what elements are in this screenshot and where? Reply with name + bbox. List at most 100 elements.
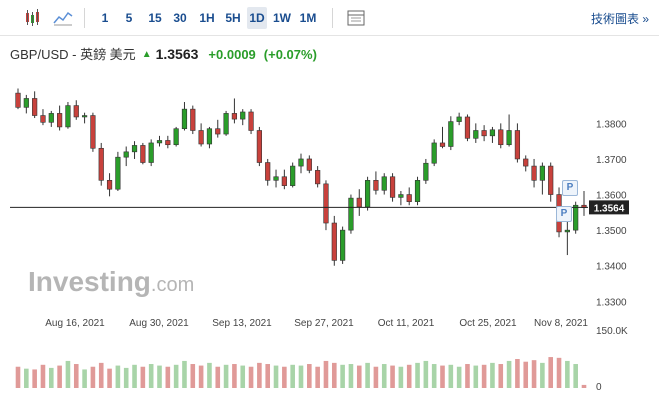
volume-bar xyxy=(556,357,562,388)
volume-bar xyxy=(148,364,154,388)
timeframe-1[interactable]: 1 xyxy=(101,11,109,25)
x-tick-label: Sep 27, 2021 xyxy=(294,318,354,329)
volume-bar xyxy=(98,362,104,388)
candle-body xyxy=(231,113,238,120)
candle-body xyxy=(298,158,304,167)
volume-bar xyxy=(32,369,37,388)
candle-body xyxy=(148,142,154,163)
timeframe-1w[interactable]: 1W xyxy=(273,11,291,25)
volume-bar xyxy=(48,367,54,388)
timeframe-30[interactable]: 30 xyxy=(173,11,187,25)
volume-bar xyxy=(107,368,112,388)
timeframe-1h[interactable]: 1H xyxy=(199,11,215,25)
volume-bar xyxy=(490,362,495,388)
candle-body xyxy=(439,142,446,147)
x-tick-label: Sep 13, 2021 xyxy=(212,318,272,329)
volume-bar xyxy=(506,360,512,388)
candle-body xyxy=(514,130,521,160)
candle-body xyxy=(323,183,329,224)
volume-bar xyxy=(123,367,129,388)
volume-bar xyxy=(581,384,587,388)
volume-bar xyxy=(448,364,454,388)
candle-body xyxy=(156,140,163,144)
candle-body xyxy=(398,194,404,198)
volume-bar xyxy=(257,362,262,388)
price-chart[interactable]: 1.3800 1.3700 1.3600 1.3500 1.3400 1.3300 Aug … xyxy=(0,70,659,408)
candle-body xyxy=(315,170,321,185)
volume-bar xyxy=(331,362,337,388)
candle-body xyxy=(106,180,113,190)
volume-bar xyxy=(215,366,221,388)
candle-body xyxy=(348,197,354,231)
volume-bar xyxy=(73,364,79,388)
volume-bar xyxy=(548,357,554,388)
y-tick-label: 1.3700 xyxy=(596,155,627,166)
candle-body xyxy=(90,115,96,149)
candle-body xyxy=(456,116,462,122)
volume-bar xyxy=(440,365,445,388)
volume-bar xyxy=(515,359,520,388)
technical-chart-link[interactable]: 技術圖表 » xyxy=(590,12,649,26)
x-tick-label: Aug 30, 2021 xyxy=(129,318,189,329)
volume-bar xyxy=(24,368,29,388)
event-flag-marker[interactable]: P xyxy=(562,180,578,196)
candle-body xyxy=(73,105,79,118)
volume-bar xyxy=(323,360,329,388)
candle-body xyxy=(356,197,362,208)
candle-body xyxy=(331,222,337,261)
volume-bar xyxy=(173,364,179,388)
candle-body xyxy=(340,229,346,261)
volume-bar xyxy=(265,364,271,388)
volume-bar xyxy=(290,364,295,388)
candle-body xyxy=(464,116,471,139)
volume-bar xyxy=(415,362,420,388)
timeframe-1d[interactable]: 1D xyxy=(247,7,267,29)
candle-body xyxy=(81,115,88,118)
volume-bar xyxy=(82,369,87,388)
candle-body xyxy=(131,145,138,153)
volume-bar xyxy=(248,366,254,388)
last-price: 1.3563 xyxy=(155,46,199,62)
y-tick-label: 1.3600 xyxy=(596,191,627,202)
volume-bar xyxy=(240,365,246,388)
event-flag-marker[interactable]: P xyxy=(556,206,572,222)
volume-bar xyxy=(531,360,537,388)
candle-body xyxy=(57,113,63,128)
toolbar-divider xyxy=(84,8,85,28)
candle-body xyxy=(473,130,479,139)
candle-body xyxy=(40,115,46,123)
y-tick-label: 1.3300 xyxy=(596,297,627,308)
y-tick-label: 1.3800 xyxy=(596,119,627,130)
volume-bar xyxy=(465,364,470,388)
candle-body xyxy=(564,229,570,233)
volume-bar xyxy=(423,360,429,388)
candle-body xyxy=(181,108,188,130)
candle-body xyxy=(173,128,179,146)
symbol-title: GBP/USD - 英鎊 美元 xyxy=(10,47,136,62)
candle-body xyxy=(431,142,437,164)
x-tick-label: Oct 25, 2021 xyxy=(459,318,517,329)
area-chart-icon[interactable] xyxy=(52,7,74,29)
table-icon[interactable] xyxy=(345,7,367,29)
candle-body xyxy=(190,108,196,131)
volume-bar xyxy=(115,365,121,388)
volume-tick-label: 150.0K xyxy=(596,326,628,337)
timeframe-15[interactable]: 15 xyxy=(148,11,162,25)
x-tick-label: Oct 11, 2021 xyxy=(378,318,435,329)
timeframe-5[interactable]: 5 xyxy=(125,11,133,25)
chart-toolbar: 1 5 15 30 1H 5H 1D 1W 1M 技術圖表 » xyxy=(0,0,659,36)
candle-body xyxy=(240,111,246,120)
candle-body xyxy=(364,180,371,208)
candle-body xyxy=(198,130,204,145)
candle-body xyxy=(256,130,262,163)
timeframe-1m[interactable]: 1M xyxy=(299,11,317,25)
volume-bar xyxy=(406,364,412,388)
timeframe-5h[interactable]: 5H xyxy=(225,11,241,25)
candle-body xyxy=(489,129,496,137)
volume-bar xyxy=(481,364,487,388)
candle-body xyxy=(290,165,296,186)
volume-bar xyxy=(456,366,462,388)
candle-body xyxy=(265,162,271,181)
candle-body xyxy=(381,176,387,191)
candlestick-chart-icon[interactable] xyxy=(22,7,44,29)
